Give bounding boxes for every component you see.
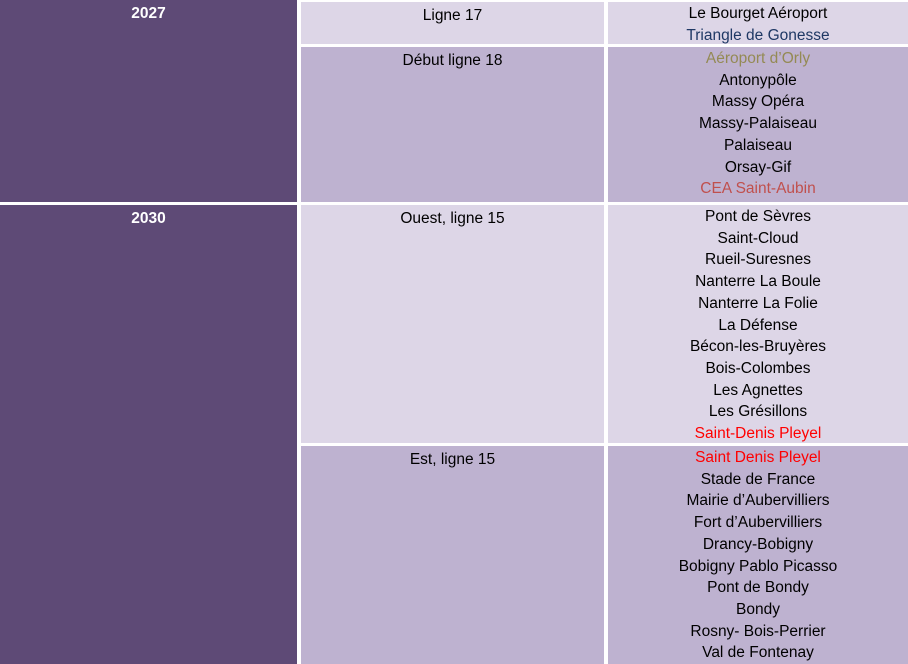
year-cell-2030: 2030 [0,205,297,664]
year-label-2030: 2030 [131,210,166,227]
station-name: Les Grésillons [708,403,808,421]
line-label: Ligne 17 [422,7,483,24]
station-name: Rosny- Bois-Perrier [690,622,826,640]
line-cell-ouest-ligne-15: Ouest, ligne 15 [301,205,604,443]
station-name: Saint-Denis Pleyel [694,425,822,443]
stations-cell-debut-ligne-18: Aéroport d’Orly Antonypôle Massy Opéra M… [608,47,908,202]
station-name: Nanterre La Folie [698,294,818,312]
station-name: Massy Opéra [711,93,805,111]
stations-cell-ligne-17: Le Bourget Aéroport Triangle de Gonesse [608,0,908,44]
station-name: Bobigny Pablo Picasso [678,557,838,575]
year-cell-2027: 2027 [0,0,297,202]
station-name: Antonypôle [719,71,797,89]
station-name: Aéroport d’Orly [705,50,811,67]
station-name: Val de Fontenay [702,644,814,662]
line-label: Est, ligne 15 [409,451,496,468]
station-name: Le Bourget Aéroport [688,5,828,22]
station-name: Drancy-Bobigny [702,535,814,553]
station-name: Orsay-Gif [724,158,792,176]
station-name: Stade de France [700,470,816,488]
station-name: CEA Saint-Aubin [700,180,816,198]
station-name: Massy-Palaiseau [698,115,818,133]
line-cell-ligne-17: Ligne 17 [301,0,604,44]
station-name: Bois-Colombes [705,359,811,377]
year-label-2027: 2027 [131,5,166,22]
station-name: Triangle de Gonesse [686,26,830,44]
line-label: Début ligne 18 [402,52,503,69]
station-name: Pont de Sèvres [705,208,811,225]
station-name: Bécon-les-Bruyères [689,338,827,356]
stations-cell-ouest-ligne-15: Pont de Sèvres Saint-Cloud Rueil-Suresne… [608,205,908,443]
station-name: Pont de Bondy [707,579,809,597]
station-name: Saint Denis Pleyel [695,449,821,466]
station-name: Rueil-Suresnes [705,251,811,269]
station-name: Palaiseau [723,136,793,154]
station-name: La Défense [718,316,798,334]
line-label: Ouest, ligne 15 [400,210,505,227]
station-name: Mairie d’Aubervilliers [686,492,830,510]
line-cell-est-ligne-15: Est, ligne 15 [301,446,604,664]
station-name: Fort d’Aubervilliers [693,514,823,532]
station-name: Saint-Cloud [717,229,799,247]
station-name: Bondy [736,600,780,618]
station-name: Les Agnettes [713,381,803,399]
line-cell-debut-ligne-18: Début ligne 18 [301,47,604,202]
stations-cell-est-ligne-15: Saint Denis Pleyel Stade de France Mairi… [608,446,908,664]
station-name: Nanterre La Boule [695,273,821,291]
